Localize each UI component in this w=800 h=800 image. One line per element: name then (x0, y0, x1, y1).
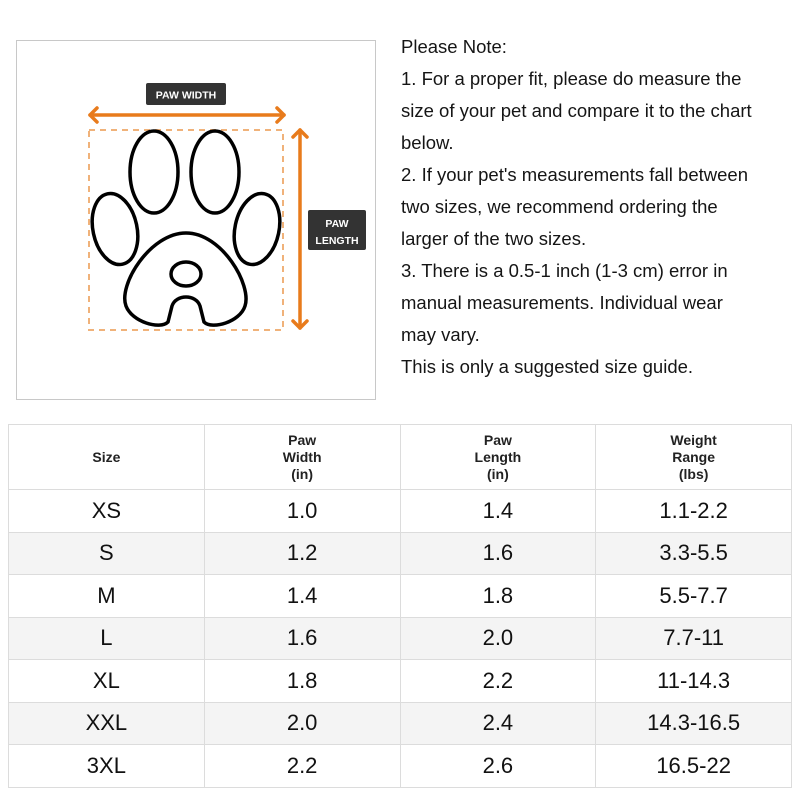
cell-weight-range: 5.5-7.7 (595, 574, 792, 618)
cell-paw-width: 1.2 (203, 531, 401, 575)
cell-paw-width: 2.2 (203, 744, 401, 788)
cell-paw-width: 1.8 (203, 659, 401, 703)
note-line: manual measurements. Individual wear (401, 292, 723, 313)
cell-paw-width: 1.6 (203, 616, 401, 660)
header-text: Size (92, 448, 121, 465)
table-row: L 1.6 2.0 7.7-11 (8, 616, 792, 660)
table-row: 3XL 2.2 2.6 16.5-22 (8, 744, 792, 788)
paw-print-icon (90, 129, 282, 327)
cell-size: S (8, 531, 205, 575)
cell-paw-width: 2.0 (203, 701, 401, 745)
header-text: Paw (288, 431, 317, 448)
table-row: S 1.2 1.6 3.3-5.5 (8, 531, 792, 575)
paw-length-label-2: LENGTH (315, 235, 358, 247)
cell-weight-range: 11-14.3 (595, 659, 792, 703)
cell-weight-range: 14.3-16.5 (595, 701, 792, 745)
note-line: 1. For a proper fit, please do measure t… (401, 68, 742, 89)
note-line: may vary. (401, 324, 480, 345)
header-text: (in) (291, 465, 313, 482)
table-row: XL 1.8 2.2 11-14.3 (8, 659, 792, 703)
header-text: Width (282, 448, 322, 465)
table-row: M 1.4 1.8 5.5-7.7 (8, 574, 792, 618)
paw-bounding-box (88, 129, 284, 331)
cell-weight-range: 16.5-22 (595, 744, 792, 788)
cell-size: L (8, 616, 205, 660)
header-paw-width: Paw Width (in) (203, 424, 401, 490)
table-header-row: Size Paw Width (in) Paw Length (in) Weight Ra… (8, 424, 792, 490)
cell-weight-range: 7.7-11 (595, 616, 792, 660)
header-text: (lbs) (678, 465, 709, 482)
cell-paw-length: 1.8 (399, 574, 597, 618)
cell-size: XXL (8, 701, 205, 745)
header-text: Paw (483, 431, 512, 448)
cell-paw-length: 2.0 (399, 616, 597, 660)
cell-size: M (8, 574, 205, 618)
cell-paw-width: 1.4 (203, 574, 401, 618)
cell-size: XL (8, 659, 205, 703)
note-line: 2. If your pet's measurements fall betwe… (401, 164, 748, 185)
cell-paw-length: 2.4 (399, 701, 597, 745)
header-size: Size (8, 424, 205, 490)
paw-length-label-box (308, 210, 366, 250)
cell-weight-range: 3.3-5.5 (595, 531, 792, 575)
header-paw-length: Paw Length (in) (399, 424, 597, 490)
header-text: Length (474, 448, 522, 465)
table-row: XXL 2.0 2.4 14.3-16.5 (8, 701, 792, 745)
width-arrow (88, 106, 286, 124)
size-chart-table: Size Paw Width (in) Paw Length (in) Weight Ra… (8, 424, 792, 788)
size-guide-notes: Please Note: 1. For a proper fit, please… (401, 32, 796, 384)
paw-measurement-illustration (16, 40, 376, 400)
note-heading: Please Note: (401, 36, 507, 57)
cell-paw-length: 2.2 (399, 659, 597, 703)
paw-diagram: PAW WIDTH PAW LENGTH (88, 83, 366, 331)
note-line: size of your pet and compare it to the c… (401, 100, 752, 121)
cell-paw-length: 2.6 (399, 744, 597, 788)
paw-width-label-box (146, 83, 226, 105)
paw-width-label: PAW WIDTH (156, 90, 216, 102)
note-line: This is only a suggested size guide. (401, 356, 694, 377)
header-text: Weight (670, 431, 717, 448)
cell-size: 3XL (8, 744, 205, 788)
cell-size: XS (8, 489, 205, 533)
note-line: below. (401, 132, 454, 153)
paw-length-label-1: PAW (325, 218, 348, 230)
table-row: XS 1.0 1.4 1.1-2.2 (8, 489, 792, 533)
header-text: Range (672, 448, 716, 465)
note-line: 3. There is a 0.5-1 inch (1-3 cm) error … (401, 260, 728, 281)
cell-paw-width: 1.0 (203, 489, 401, 533)
cell-paw-length: 1.6 (399, 531, 597, 575)
note-line: two sizes, we recommend ordering the (401, 196, 718, 217)
length-arrow (291, 128, 309, 330)
header-weight-range: Weight Range (lbs) (595, 424, 792, 490)
header-text: (in) (486, 465, 509, 482)
cell-paw-length: 1.4 (399, 489, 597, 533)
note-line: larger of the two sizes. (401, 228, 587, 249)
cell-weight-range: 1.1-2.2 (595, 489, 792, 533)
